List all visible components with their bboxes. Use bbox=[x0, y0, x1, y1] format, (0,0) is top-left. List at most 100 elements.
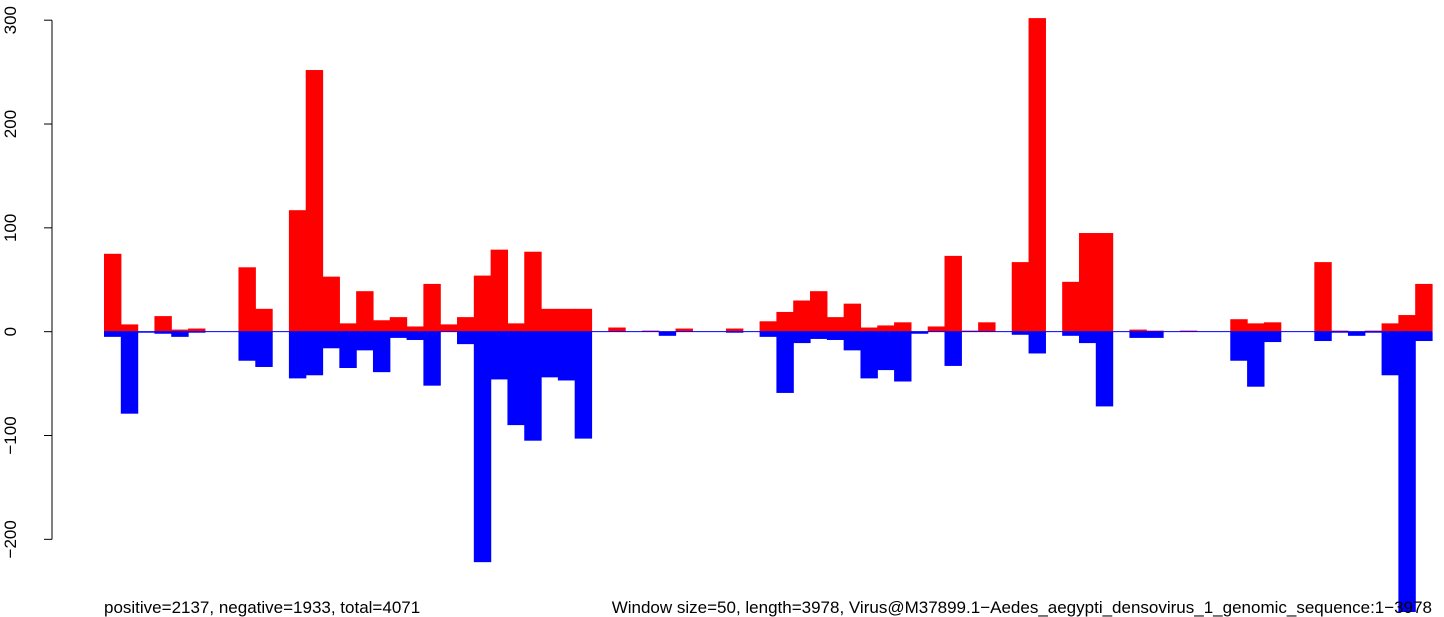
negative-bar bbox=[339, 331, 357, 369]
positive-bar bbox=[104, 253, 122, 332]
negative-bar bbox=[238, 331, 256, 361]
negative-bar bbox=[1230, 331, 1248, 361]
negative-bar bbox=[171, 331, 189, 337]
positive-bar bbox=[1146, 330, 1164, 332]
negative-bar bbox=[137, 331, 156, 333]
positive-bar bbox=[1062, 281, 1080, 332]
y-tick-label: −200 bbox=[1, 520, 20, 558]
negative-bar bbox=[843, 331, 862, 351]
caption-counts: positive=2137, negative=1933, total=4071 bbox=[104, 598, 420, 617]
positive-bar bbox=[826, 317, 845, 332]
positive-bar bbox=[154, 316, 172, 332]
positive-bar bbox=[322, 276, 340, 332]
negative-bar bbox=[541, 331, 559, 378]
negative-bar bbox=[372, 331, 391, 373]
negative-bar bbox=[423, 331, 441, 386]
negative-bar bbox=[1381, 331, 1399, 376]
negative-bar bbox=[910, 331, 929, 334]
positive-bar bbox=[423, 283, 441, 332]
negative-bar bbox=[1095, 331, 1114, 407]
positive-bar bbox=[1179, 330, 1198, 332]
negative-bar bbox=[1347, 331, 1366, 336]
positive-bar bbox=[776, 311, 794, 332]
negative-bar bbox=[944, 331, 962, 366]
negative-bar bbox=[877, 331, 895, 371]
negative-bar bbox=[1331, 331, 1349, 333]
positive-bar bbox=[171, 329, 189, 332]
negative-bar bbox=[356, 331, 374, 351]
negative-bar bbox=[288, 331, 307, 379]
negative-bar bbox=[894, 331, 912, 382]
positive-bar bbox=[372, 320, 391, 332]
positive-bar bbox=[389, 317, 408, 332]
positive-bar bbox=[608, 327, 626, 332]
positive-bar bbox=[860, 327, 878, 332]
positive-bar bbox=[1129, 329, 1147, 332]
y-axis: −200 −100 0 100 200 300 bbox=[1, 6, 53, 558]
negative-bar bbox=[860, 331, 878, 379]
positive-bar bbox=[305, 70, 324, 332]
negative-bar bbox=[305, 331, 324, 376]
positive-bar bbox=[406, 326, 424, 332]
negative-bar bbox=[457, 331, 475, 345]
y-tick-label: 200 bbox=[1, 110, 20, 138]
negative-bar bbox=[793, 331, 811, 344]
negative-bar bbox=[1364, 331, 1383, 333]
positive-bar bbox=[793, 300, 811, 332]
positive-bar bbox=[1230, 319, 1248, 332]
positive-bar bbox=[238, 267, 256, 332]
positive-bar bbox=[725, 328, 744, 332]
positive-bar bbox=[810, 291, 828, 332]
negative-bar bbox=[389, 331, 408, 338]
positive-bar bbox=[1028, 18, 1046, 332]
negative-bar bbox=[658, 331, 677, 336]
negative-bar bbox=[104, 331, 122, 337]
positive-bar bbox=[877, 325, 895, 332]
positive-bar bbox=[1078, 233, 1097, 332]
negative-bar bbox=[490, 331, 509, 380]
positive-bar bbox=[120, 324, 139, 332]
positive-bar bbox=[1398, 315, 1416, 332]
positive-bars bbox=[104, 18, 1433, 332]
negative-bar bbox=[1011, 331, 1030, 335]
negative-bar bbox=[1028, 331, 1046, 354]
positive-bar bbox=[524, 251, 542, 332]
positive-bar bbox=[1364, 330, 1383, 332]
positive-bar bbox=[574, 308, 593, 332]
positive-bar bbox=[1331, 330, 1349, 332]
positive-bar bbox=[507, 323, 525, 332]
negative-bar bbox=[1263, 331, 1282, 343]
negative-bar bbox=[1129, 331, 1147, 338]
positive-bar bbox=[759, 321, 777, 332]
negative-bar bbox=[1247, 331, 1265, 387]
negative-bar bbox=[322, 331, 340, 349]
positive-bar bbox=[1381, 323, 1399, 332]
negative-bar bbox=[725, 331, 744, 333]
positive-bar bbox=[1415, 283, 1433, 332]
positive-bar bbox=[557, 308, 576, 332]
negative-bar bbox=[473, 331, 492, 563]
negative-bar bbox=[188, 331, 206, 333]
negative-bar bbox=[1415, 331, 1433, 342]
negative-bar bbox=[759, 331, 777, 337]
positive-bar bbox=[457, 317, 475, 332]
negative-bar bbox=[826, 331, 845, 340]
positive-bar bbox=[490, 249, 509, 332]
positive-bar bbox=[894, 322, 912, 332]
negative-bar bbox=[574, 331, 593, 439]
positive-bar bbox=[1011, 262, 1030, 332]
negative-bar bbox=[810, 331, 828, 339]
positive-bar bbox=[288, 210, 307, 332]
positive-bar bbox=[541, 308, 559, 332]
negative-bar bbox=[776, 331, 794, 393]
negative-bar bbox=[1146, 331, 1164, 338]
positive-bar bbox=[961, 330, 979, 332]
positive-bar bbox=[188, 328, 206, 332]
negative-bar bbox=[524, 331, 542, 441]
positive-bar bbox=[1095, 233, 1114, 332]
negative-bars bbox=[104, 331, 1433, 612]
negative-bar bbox=[1314, 331, 1332, 342]
positive-bar bbox=[1247, 323, 1265, 332]
y-tick-label: −100 bbox=[1, 416, 20, 454]
positive-bar bbox=[978, 322, 996, 332]
